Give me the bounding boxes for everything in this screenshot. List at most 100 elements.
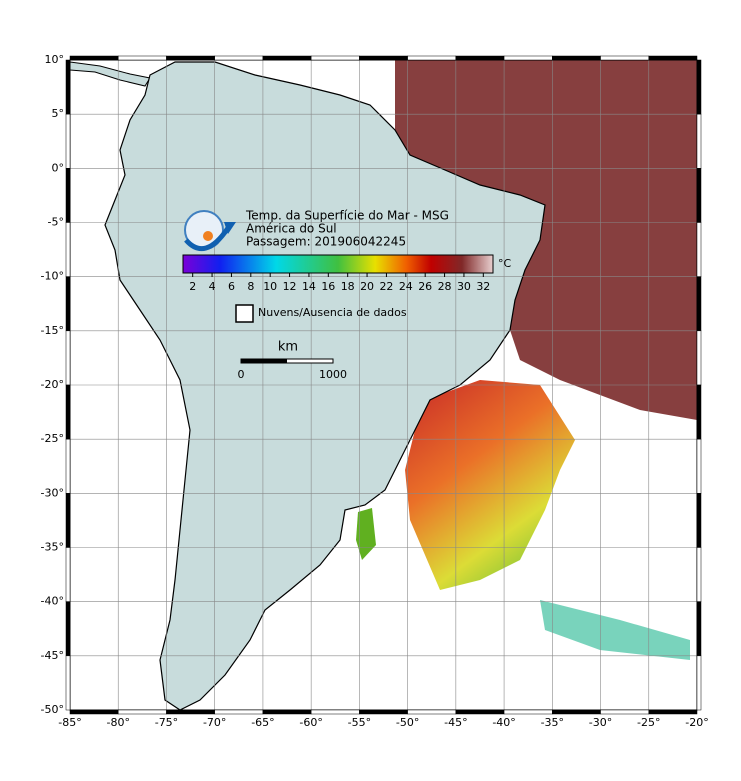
frame-segment — [696, 168, 702, 223]
frame-segment — [648, 55, 698, 61]
colorbar-tick-label: 22 — [379, 280, 393, 293]
x-tick-label: -70° — [203, 716, 226, 729]
y-tick-label: -5° — [48, 216, 64, 229]
frame-segment — [696, 276, 702, 332]
x-tick-label: -85° — [58, 716, 81, 729]
colorbar-tick-label: 10 — [263, 280, 277, 293]
sst-warm — [395, 60, 697, 420]
frame-segment — [696, 113, 702, 169]
sst-gradient — [405, 380, 575, 590]
scale-title: km — [278, 340, 298, 355]
x-tick-label: -30° — [589, 716, 612, 729]
sst-cool — [540, 600, 690, 660]
colorbar — [182, 254, 494, 274]
x-tick-label: -40° — [492, 716, 515, 729]
frame-segment — [696, 655, 702, 711]
frame-segment — [214, 709, 264, 715]
frame-segment — [65, 113, 71, 169]
x-tick-label: -65° — [251, 716, 274, 729]
frame-segment — [69, 55, 119, 61]
x-tick-label: -50° — [396, 716, 419, 729]
frame-segment — [65, 655, 71, 711]
colorbar-tick-label: 14 — [302, 280, 316, 293]
frame-segment — [65, 438, 71, 494]
x-tick-label: -60° — [299, 716, 322, 729]
frame-segment — [359, 709, 408, 715]
frame-segment — [407, 55, 457, 61]
frame-segment — [262, 55, 312, 61]
frame-segment — [65, 59, 71, 115]
frame-segment — [166, 709, 215, 715]
legend-swatch — [235, 304, 254, 323]
frame-segment — [214, 55, 264, 61]
sst-plata — [356, 508, 376, 560]
title-line: Temp. da Superfície do Mar - MSG — [245, 209, 449, 223]
frame-segment — [65, 330, 71, 386]
frame-segment — [696, 222, 702, 277]
frame-segment — [600, 55, 650, 61]
x-tick-label: -55° — [348, 716, 371, 729]
y-tick-label: -25° — [41, 432, 64, 445]
colorbar-tick-label: 2 — [189, 280, 196, 293]
colorbar-tick-label: 18 — [341, 280, 355, 293]
frame-segment — [65, 493, 71, 548]
x-tick-label: -75° — [155, 716, 178, 729]
x-tick-label: -35° — [541, 716, 564, 729]
y-tick-label: -45° — [41, 649, 64, 662]
legend-label: Nuvens/Ausencia de dados — [258, 306, 407, 319]
colorbar-unit: °C — [498, 257, 512, 270]
frame-segment — [696, 601, 702, 657]
colorbar-tick-label: 26 — [418, 280, 432, 293]
frame-segment — [696, 59, 702, 115]
y-tick-label: -50° — [41, 703, 64, 716]
colorbar-tick-label: 20 — [360, 280, 374, 293]
y-tick-label: -10° — [41, 270, 64, 283]
colorbar-tick-label: 30 — [457, 280, 471, 293]
frame-segment — [65, 384, 71, 440]
colorbar-tick-label: 24 — [399, 280, 413, 293]
title-line: América do Sul — [246, 222, 337, 236]
colorbar-tick-label: 6 — [228, 280, 235, 293]
frame-segment — [696, 547, 702, 602]
frame-segment — [359, 55, 408, 61]
colorbar-tick-label: 16 — [321, 280, 335, 293]
frame-segment — [65, 222, 71, 277]
frame-segment — [262, 709, 312, 715]
colorbar-tick-label: 8 — [247, 280, 254, 293]
colorbar-tick-label: 12 — [283, 280, 297, 293]
frame-segment — [65, 601, 71, 657]
frame-segment — [117, 55, 167, 61]
scale-label: 0 — [238, 368, 245, 381]
colorbar-tick-label: 4 — [209, 280, 216, 293]
frame-segment — [117, 709, 167, 715]
title-line: Passagem: 201906042245 — [246, 235, 406, 249]
frame-segment — [69, 709, 119, 715]
x-tick-label: -25° — [637, 716, 660, 729]
map-area — [70, 60, 697, 710]
frame-segment — [166, 55, 215, 61]
frame-segment — [65, 168, 71, 223]
frame-segment — [696, 493, 702, 548]
frame-segment — [696, 438, 702, 494]
frame-segment — [455, 709, 505, 715]
y-tick-label: -15° — [41, 324, 64, 337]
logo — [184, 210, 236, 252]
frame-segment — [310, 55, 360, 61]
central-america — [70, 61, 151, 87]
frame-segment — [65, 276, 71, 332]
scale-label: 1000 — [319, 368, 347, 381]
frame-segment — [696, 384, 702, 440]
y-tick-label: -30° — [41, 486, 64, 499]
colorbar-tick-label: 32 — [476, 280, 490, 293]
frame-segment — [552, 55, 601, 61]
frame-segment — [600, 709, 650, 715]
frame-segment — [65, 547, 71, 602]
y-tick-label: 5° — [52, 107, 65, 120]
scale-bar — [240, 358, 334, 364]
frame-segment — [503, 55, 553, 61]
frame-segment — [310, 709, 360, 715]
y-tick-label: -20° — [41, 378, 64, 391]
frame-segment — [503, 709, 553, 715]
y-tick-label: 10° — [45, 53, 65, 66]
